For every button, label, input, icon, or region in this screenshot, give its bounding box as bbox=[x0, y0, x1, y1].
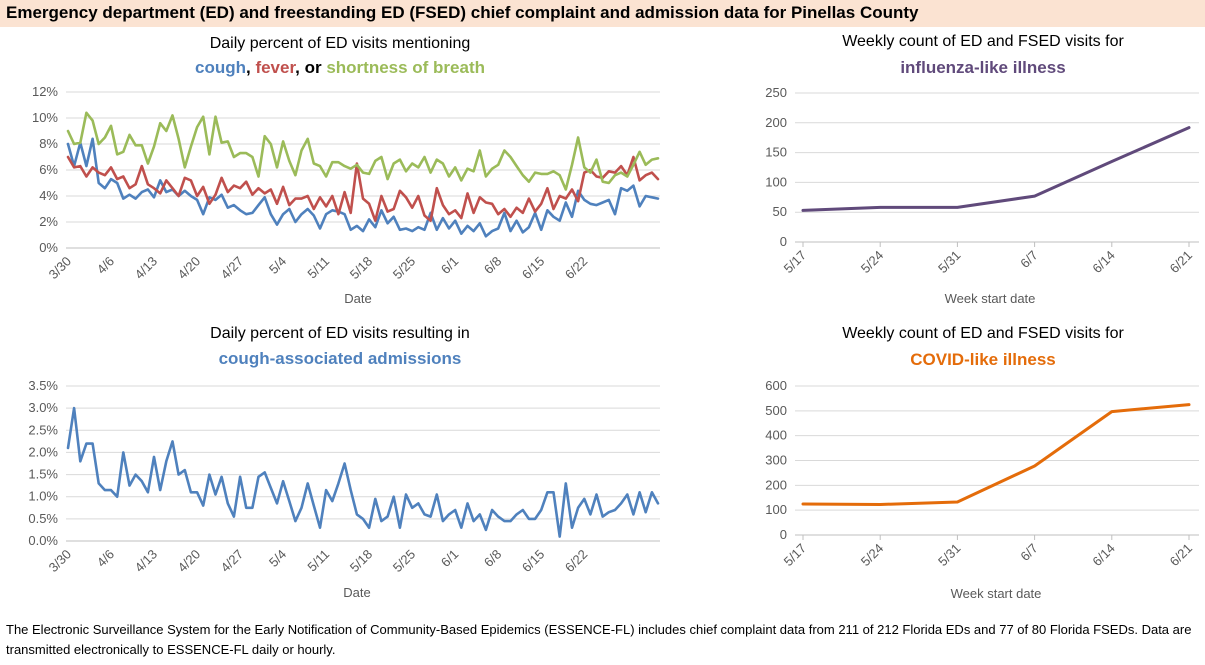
header-banner: Emergency department (ED) and freestandi… bbox=[0, 0, 1205, 27]
x-tick-label: 3/30 bbox=[46, 547, 75, 576]
x-tick-label: 5/31 bbox=[935, 541, 964, 570]
y-tick-label: 3.0% bbox=[28, 400, 58, 415]
y-tick-label: 250 bbox=[765, 85, 787, 100]
x-tick-label: 5/18 bbox=[347, 547, 376, 576]
chart-title: Weekly count of ED and FSED visits for bbox=[842, 33, 1124, 50]
x-tick-label: 6/8 bbox=[481, 254, 504, 277]
series-line-shortness-of-breath bbox=[66, 111, 660, 191]
x-tick-label: 5/17 bbox=[781, 248, 810, 277]
x-tick-label: 6/7 bbox=[1017, 541, 1040, 564]
y-tick-label: 6% bbox=[39, 162, 58, 177]
subtitle-fever: fever bbox=[255, 58, 296, 77]
y-tick-label: 1.0% bbox=[28, 489, 58, 504]
x-tick-label: 6/22 bbox=[562, 547, 591, 576]
series-line-covid-like-illness bbox=[801, 403, 1191, 506]
y-tick-label: 100 bbox=[765, 502, 787, 517]
chart-subtitle: cough-associated admissions bbox=[219, 349, 462, 368]
chart-subtitle: cough, fever, or shortness of breath bbox=[195, 58, 485, 77]
y-tick-label: 200 bbox=[765, 477, 787, 492]
subtitle-sep: , or bbox=[295, 58, 326, 77]
y-tick-label: 10% bbox=[32, 110, 58, 125]
x-tick-label: 6/1 bbox=[438, 547, 461, 570]
x-tick-label: 4/27 bbox=[218, 547, 247, 576]
x-tick-label: 6/21 bbox=[1167, 541, 1196, 570]
x-tick-label: 6/15 bbox=[519, 547, 548, 576]
x-tick-label: 6/15 bbox=[519, 254, 548, 283]
chart-admissions: Daily percent of ED visits resulting in … bbox=[28, 325, 660, 600]
y-tick-label: 2% bbox=[39, 214, 58, 229]
x-tick-label: 4/13 bbox=[132, 254, 161, 283]
x-tick-label: 6/21 bbox=[1167, 248, 1196, 277]
subtitle-sob: shortness of breath bbox=[326, 58, 485, 77]
y-tick-label: 300 bbox=[765, 453, 787, 468]
x-tick-label: 6/14 bbox=[1089, 248, 1118, 277]
chart-cli: Weekly count of ED and FSED visits for C… bbox=[765, 325, 1199, 601]
series-line-cough bbox=[66, 137, 660, 238]
x-tick-label: 4/13 bbox=[132, 547, 161, 576]
y-tick-label: 8% bbox=[39, 136, 58, 151]
x-tick-label: 6/14 bbox=[1089, 541, 1118, 570]
y-tick-label: 200 bbox=[765, 115, 787, 130]
y-tick-label: 50 bbox=[773, 204, 787, 219]
y-tick-label: 3.5% bbox=[28, 378, 58, 393]
y-tick-label: 600 bbox=[765, 378, 787, 393]
series-line-influenza-like-illness bbox=[801, 126, 1191, 212]
y-tick-label: 12% bbox=[32, 84, 58, 99]
x-tick-label: 5/31 bbox=[935, 248, 964, 277]
y-tick-label: 2.5% bbox=[28, 422, 58, 437]
x-tick-label: 5/4 bbox=[266, 254, 289, 277]
y-tick-label: 150 bbox=[765, 145, 787, 160]
chart-subtitle: COVID-like illness bbox=[910, 350, 1056, 369]
x-tick-label: 4/6 bbox=[94, 254, 117, 277]
page-title: Emergency department (ED) and freestandi… bbox=[6, 3, 919, 22]
subtitle-cough: cough bbox=[195, 58, 246, 77]
x-tick-label: 6/22 bbox=[562, 254, 591, 283]
x-tick-label: 5/17 bbox=[781, 541, 810, 570]
chart-title: Weekly count of ED and FSED visits for bbox=[842, 325, 1124, 342]
x-tick-label: 5/18 bbox=[347, 254, 376, 283]
x-axis-label: Date bbox=[343, 585, 370, 600]
subtitle-sep: , bbox=[246, 58, 255, 77]
x-axis-label: Date bbox=[344, 291, 371, 306]
y-tick-label: 100 bbox=[765, 174, 787, 189]
x-tick-label: 6/1 bbox=[438, 254, 461, 277]
x-tick-label: 5/4 bbox=[266, 547, 289, 570]
chart-ili: Weekly count of ED and FSED visits for i… bbox=[765, 33, 1199, 306]
x-tick-label: 5/11 bbox=[304, 254, 332, 282]
y-tick-label: 0 bbox=[780, 234, 787, 249]
x-tick-label: 6/7 bbox=[1017, 248, 1040, 271]
x-tick-label: 6/8 bbox=[481, 547, 504, 570]
x-axis-label: Week start date bbox=[945, 291, 1036, 306]
chart-title: Daily percent of ED visits resulting in bbox=[210, 325, 470, 342]
y-tick-label: 2.0% bbox=[28, 444, 58, 459]
series-line-fever bbox=[66, 155, 660, 222]
y-tick-label: 0 bbox=[780, 527, 787, 542]
x-tick-label: 5/24 bbox=[858, 541, 887, 570]
x-tick-label: 4/27 bbox=[218, 254, 247, 283]
series-line-cough-associated-admissions bbox=[66, 406, 660, 538]
y-tick-label: 0.0% bbox=[28, 533, 58, 548]
x-tick-label: 3/30 bbox=[46, 254, 75, 283]
y-tick-label: 400 bbox=[765, 428, 787, 443]
footer-note: The Electronic Surveillance System for t… bbox=[6, 622, 1192, 657]
x-tick-label: 5/25 bbox=[390, 254, 419, 283]
x-tick-label: 4/6 bbox=[94, 547, 117, 570]
x-tick-label: 5/11 bbox=[304, 547, 332, 575]
x-axis-label: Week start date bbox=[951, 586, 1042, 601]
y-tick-label: 1.5% bbox=[28, 467, 58, 482]
x-tick-label: 5/24 bbox=[858, 248, 887, 277]
chart-subtitle: influenza-like illness bbox=[900, 58, 1065, 77]
y-tick-label: 0% bbox=[39, 240, 58, 255]
chart-title: Daily percent of ED visits mentioning bbox=[210, 35, 471, 52]
chart-symptoms: Daily percent of ED visits mentioning co… bbox=[32, 35, 660, 306]
y-tick-label: 0.5% bbox=[28, 511, 58, 526]
x-tick-label: 4/20 bbox=[175, 254, 204, 283]
y-tick-label: 4% bbox=[39, 188, 58, 203]
y-tick-label: 500 bbox=[765, 403, 787, 418]
x-tick-label: 4/20 bbox=[175, 547, 204, 576]
x-tick-label: 5/25 bbox=[390, 547, 419, 576]
